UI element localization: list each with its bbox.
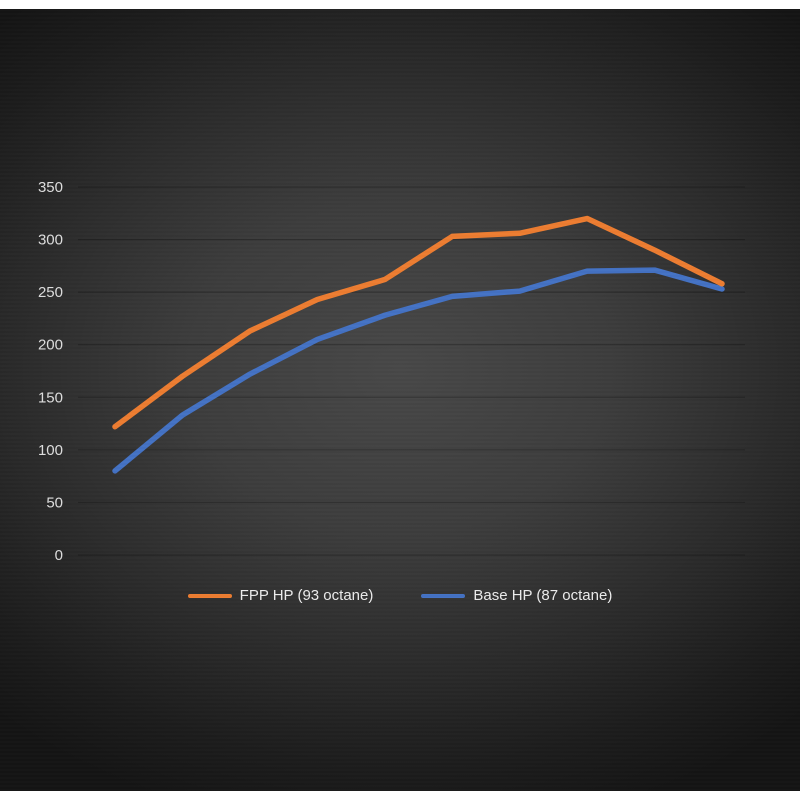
chart-canvas: 0 50 100 150 200 250 300 350 FPP HP (93 octane)… bbox=[0, 9, 800, 791]
legend-item-fpp-hp: FPP HP (93 octane) bbox=[187, 587, 374, 604]
legend-label-base-hp: Base HP (87 octane) bbox=[473, 587, 613, 604]
legend-item-base-hp: Base HP (87 octane) bbox=[421, 588, 612, 603]
y-tick-label: 350 bbox=[38, 179, 63, 196]
y-tick-label: 0 bbox=[55, 547, 63, 564]
chart-legend: FPP HP (93 octane) Base HP (87 octane) bbox=[0, 588, 800, 603]
y-tick-label: 50 bbox=[46, 494, 63, 511]
series-line-1 bbox=[112, 267, 725, 474]
y-tick-label: 200 bbox=[38, 337, 63, 354]
y-tick-label: 300 bbox=[38, 232, 63, 249]
series-line-0 bbox=[112, 215, 725, 430]
y-tick-label: 250 bbox=[38, 284, 63, 301]
legend-label-fpp-hp: FPP HP (93 octane) bbox=[239, 587, 374, 604]
legend-swatch-fpp-hp bbox=[187, 593, 232, 598]
y-tick-label: 100 bbox=[38, 442, 63, 459]
y-tick-label: 150 bbox=[38, 389, 63, 406]
line-chart: 0 50 100 150 200 250 300 350 bbox=[38, 179, 745, 564]
legend-swatch-base-hp bbox=[421, 593, 466, 598]
